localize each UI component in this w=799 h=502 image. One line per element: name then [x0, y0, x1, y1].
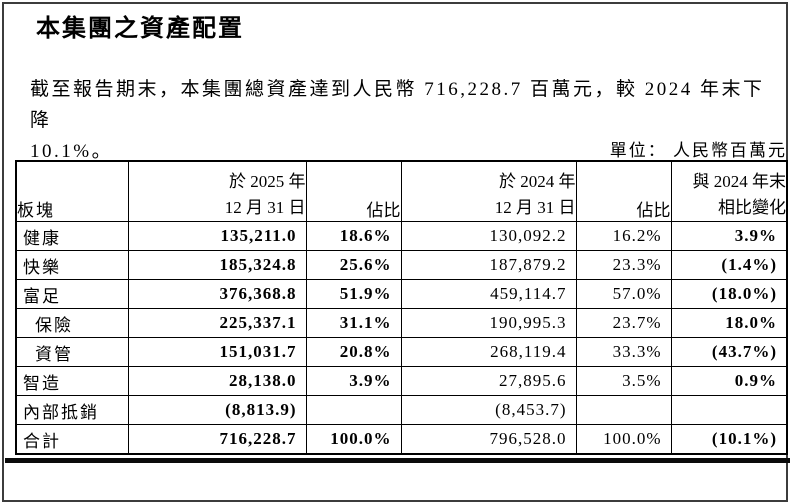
value-2024-cell: 130,092.2 — [400, 221, 577, 251]
change-cell: 18.0% — [670, 308, 788, 338]
page-bottom-rule — [5, 458, 790, 463]
share-2024-cell: 57.0% — [575, 279, 672, 309]
share-2024-cell: 23.7% — [575, 308, 672, 338]
intro-line-2: 10.1%。 — [30, 141, 114, 162]
change-cell — [670, 395, 788, 425]
share-2025-cell: 51.9% — [305, 279, 402, 309]
page-title: 本集團之資產配置 — [36, 16, 244, 42]
table-row: 富足 376,368.8 51.9% 459,114.7 57.0% (18.0%) — [15, 279, 788, 309]
header-row: 板塊 於 2025 年 12 月 31 日 佔比 於 2024 年 12 月 3… — [15, 160, 788, 222]
share-2025-cell: 31.1% — [305, 308, 402, 338]
share-2025-cell: 3.9% — [305, 366, 402, 396]
sector-cell: 健康 — [15, 221, 129, 251]
share-2024-cell: 100.0% — [575, 424, 672, 455]
share-2024-cell — [575, 395, 672, 425]
table-row: 資管 151,031.7 20.8% 268,119.4 33.3% (43.7%) — [15, 337, 788, 367]
intro-line-1: 截至報告期末，本集團總資產達到人民幣 716,228.7 百萬元，較 2024 … — [30, 79, 765, 131]
header-change-line2: 相比變化 — [718, 198, 786, 217]
value-2025-cell: 376,368.8 — [127, 279, 307, 309]
table-row: 快樂 185,324.8 25.6% 187,879.2 23.3% (1.4%) — [15, 250, 788, 280]
share-2025-cell: 25.6% — [305, 250, 402, 280]
share-2025-cell: 20.8% — [305, 337, 402, 367]
header-share-2024: 佔比 — [575, 160, 672, 222]
table-row: 保險 225,337.1 31.1% 190,995.3 23.7% 18.0% — [15, 308, 788, 338]
value-2025-cell: 716,228.7 — [127, 424, 307, 455]
change-cell: 0.9% — [670, 366, 788, 396]
header-sector: 板塊 — [15, 160, 129, 222]
table-header: 板塊 於 2025 年 12 月 31 日 佔比 於 2024 年 12 月 3… — [15, 160, 788, 222]
value-2025-cell: 225,337.1 — [127, 308, 307, 338]
change-cell: 3.9% — [670, 221, 788, 251]
share-2025-cell: 100.0% — [305, 424, 402, 455]
sector-cell: 合計 — [15, 424, 129, 455]
change-cell: (10.1%) — [670, 424, 788, 455]
unit-label: 單位： 人民幣百萬元 — [609, 141, 787, 160]
value-2024-cell: 190,995.3 — [400, 308, 577, 338]
value-2024-cell: 796,528.0 — [400, 424, 577, 455]
value-2024-cell: (8,453.7) — [400, 395, 577, 425]
asset-allocation-table: 板塊 於 2025 年 12 月 31 日 佔比 於 2024 年 12 月 3… — [15, 160, 788, 455]
change-cell: (43.7%) — [670, 337, 788, 367]
sector-cell: 富足 — [15, 279, 129, 309]
table-row: 內部抵銷 (8,813.9) (8,453.7) — [15, 395, 788, 425]
change-cell: (1.4%) — [670, 250, 788, 280]
share-2024-cell: 3.5% — [575, 366, 672, 396]
value-2025-cell: 185,324.8 — [127, 250, 307, 280]
share-2024-cell: 23.3% — [575, 250, 672, 280]
value-2025-cell: 28,138.0 — [127, 366, 307, 396]
sector-cell: 保險 — [15, 308, 129, 338]
header-2025-date: 於 2025 年 12 月 31 日 — [127, 160, 307, 222]
sector-cell: 內部抵銷 — [15, 395, 129, 425]
value-2025-cell: 151,031.7 — [127, 337, 307, 367]
intro-paragraph: 截至報告期末，本集團總資產達到人民幣 716,228.7 百萬元，較 2024 … — [30, 74, 775, 167]
header-change-line1: 與 2024 年末 — [692, 172, 787, 191]
header-share-2025: 佔比 — [305, 160, 402, 222]
table-body: 健康 135,211.0 18.6% 130,092.2 16.2% 3.9% 快樂 185,… — [15, 221, 788, 455]
sector-cell: 智造 — [15, 366, 129, 396]
value-2024-cell: 268,119.4 — [400, 337, 577, 367]
value-2024-cell: 459,114.7 — [400, 279, 577, 309]
value-2024-cell: 187,879.2 — [400, 250, 577, 280]
value-2025-cell: 135,211.0 — [127, 221, 307, 251]
table-row: 合計 716,228.7 100.0% 796,528.0 100.0% (10.1%) — [15, 424, 788, 455]
share-2024-cell: 16.2% — [575, 221, 672, 251]
header-2024-date-line1: 於 2024 年 — [499, 172, 576, 191]
value-2024-cell: 27,895.6 — [400, 366, 577, 396]
table-row: 智造 28,138.0 3.9% 27,895.6 3.5% 0.9% — [15, 366, 788, 396]
header-2025-date-line1: 於 2025 年 — [229, 172, 306, 191]
header-change: 與 2024 年末 相比變化 — [670, 160, 788, 222]
change-cell: (18.0%) — [670, 279, 788, 309]
sector-cell: 快樂 — [15, 250, 129, 280]
sector-cell: 資管 — [15, 337, 129, 367]
share-2024-cell: 33.3% — [575, 337, 672, 367]
header-2024-date: 於 2024 年 12 月 31 日 — [400, 160, 577, 222]
header-2025-date-line2: 12 月 31 日 — [224, 198, 306, 217]
value-2025-cell: (8,813.9) — [127, 395, 307, 425]
share-2025-cell — [305, 395, 402, 425]
table-row: 健康 135,211.0 18.6% 130,092.2 16.2% 3.9% — [15, 221, 788, 251]
share-2025-cell: 18.6% — [305, 221, 402, 251]
header-2024-date-line2: 12 月 31 日 — [494, 198, 576, 217]
